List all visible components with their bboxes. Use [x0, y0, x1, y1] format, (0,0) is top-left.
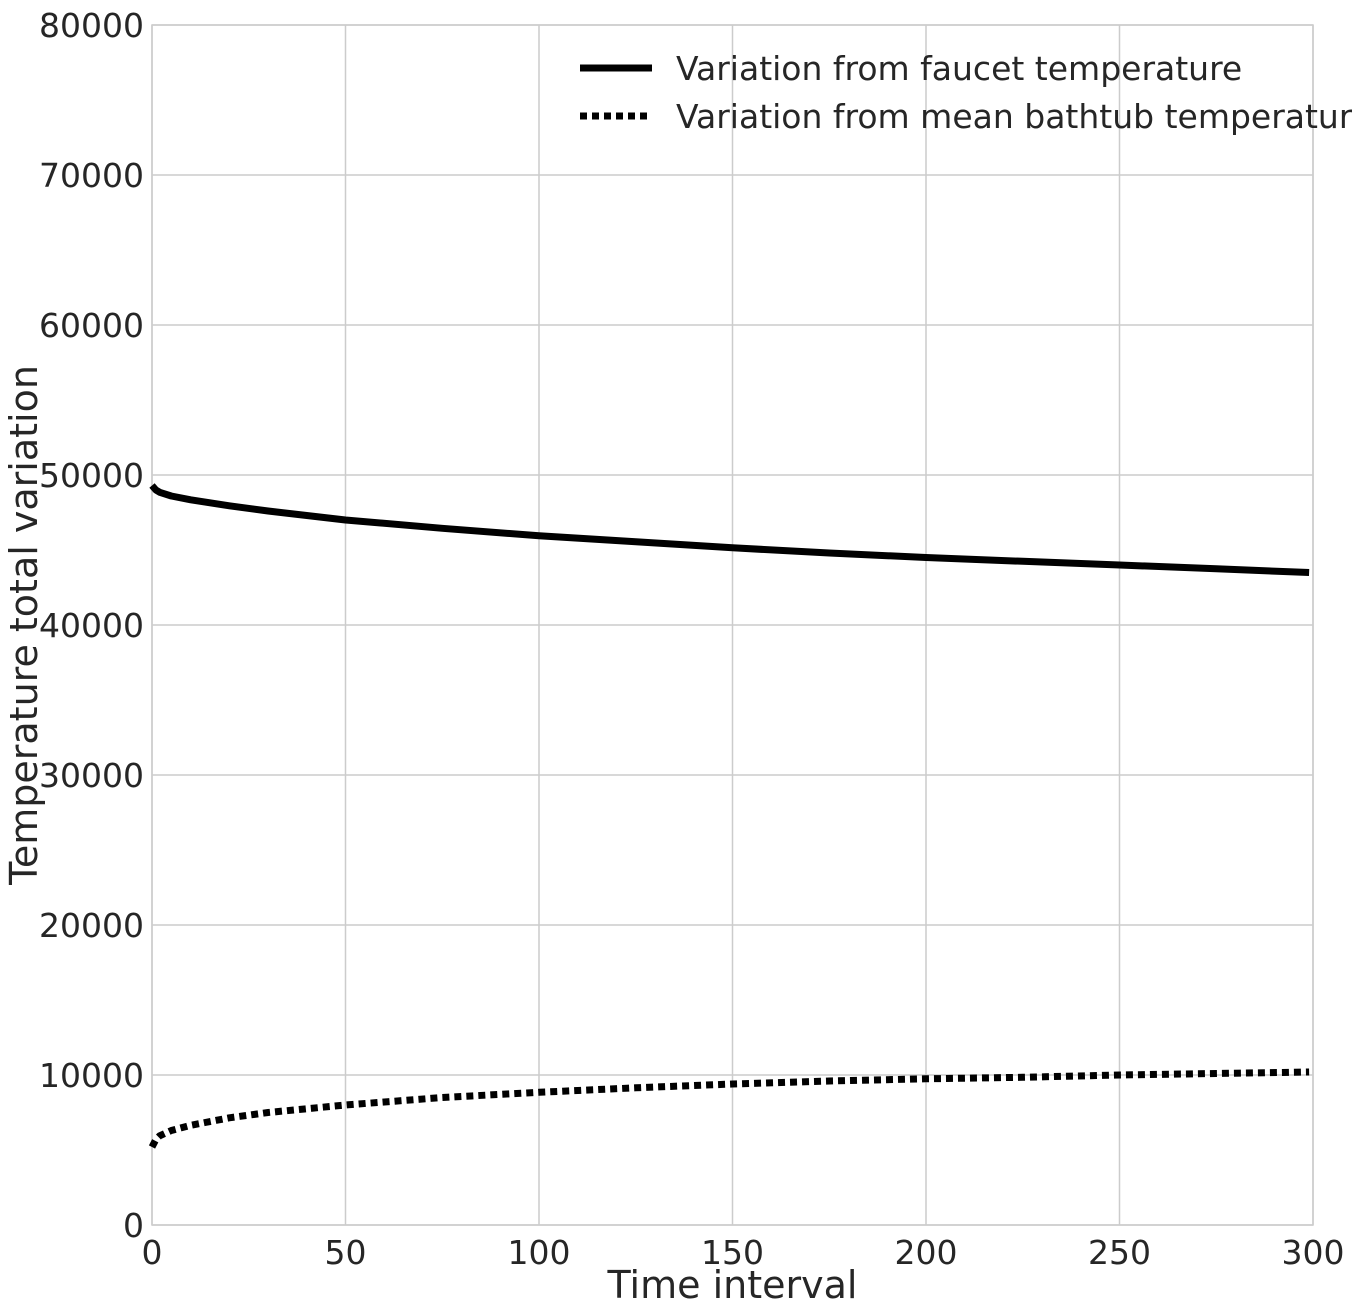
plot-frame [151, 24, 1314, 1226]
y-tick-label: 30000 [39, 756, 144, 795]
legend: Variation from faucet temperature Variat… [580, 49, 1352, 136]
x-tick-label: 0 [142, 1233, 163, 1272]
x-tick-label: 100 [508, 1233, 571, 1272]
y-tick-label: 10000 [39, 1056, 144, 1095]
legend-label-faucet: Variation from faucet temperature [676, 49, 1242, 88]
y-tick-label: 70000 [39, 156, 144, 195]
x-tick-label: 150 [701, 1233, 764, 1272]
y-tick-label: 0 [123, 1206, 144, 1245]
legend-label-mean-bathtub: Variation from mean bathtub temperature [676, 97, 1352, 136]
x-tick-label: 50 [325, 1233, 367, 1272]
series-line-0 [149, 483, 1310, 576]
y-tick-label: 80000 [39, 6, 144, 45]
y-tick-label: 50000 [39, 456, 144, 495]
grid [151, 24, 1314, 1226]
y-axis-label: Temperature total variation [2, 365, 46, 886]
x-tick-label: 200 [895, 1233, 958, 1272]
y-tick-label: 20000 [39, 906, 144, 945]
series-layer [148, 483, 1310, 1149]
y-tick-label: 40000 [39, 606, 144, 645]
x-tick-label: 250 [1088, 1233, 1151, 1272]
series-line-1 [148, 1068, 1310, 1149]
y-tick-label: 60000 [39, 306, 144, 345]
x-axis-label: Time interval [607, 1263, 858, 1307]
x-tick-label: 300 [1282, 1233, 1345, 1272]
tick-labels: 0 50 100 150 200 250 300 0 10000 20000 30000 40000 5… [39, 6, 1344, 1272]
